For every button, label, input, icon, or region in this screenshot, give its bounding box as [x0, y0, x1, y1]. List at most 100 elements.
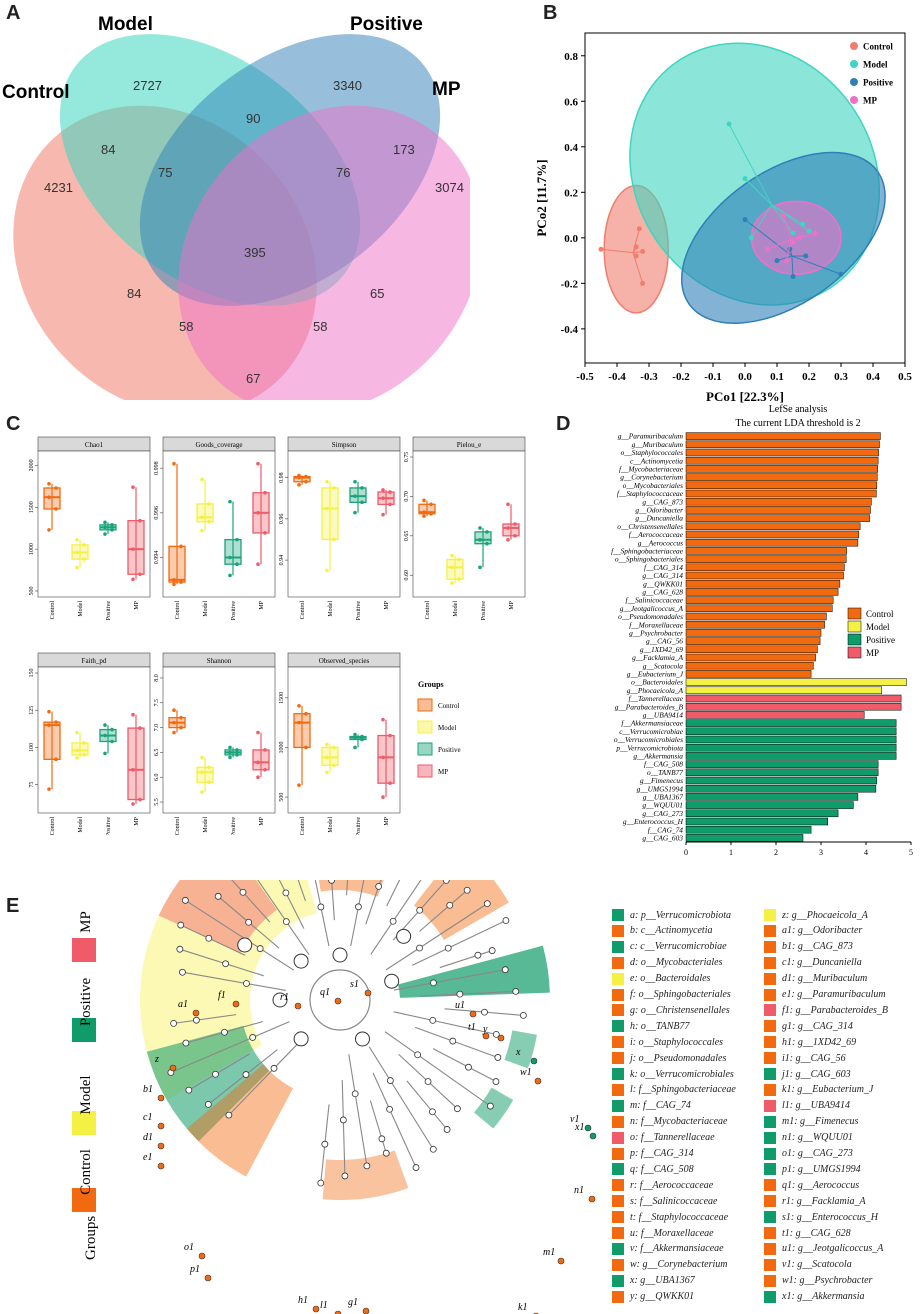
key-text: p: f__CAG_314 [630, 1148, 694, 1159]
y-tick-label: 0.2 [564, 187, 578, 199]
y-tick-label: 0.75 [404, 452, 410, 463]
lefse-bar [685, 760, 879, 768]
lefse-bar [685, 653, 816, 662]
box-point [381, 755, 385, 760]
tree-leaf [412, 1164, 420, 1171]
lefse-taxon-label: f__Tannerellaceae [629, 694, 684, 703]
lefse-bar [685, 629, 822, 637]
lefse-taxon-label: f__Sphingobacteriaceae [611, 547, 684, 556]
key-swatch [764, 1179, 776, 1192]
clade-label: d1 [143, 1132, 153, 1143]
box-point [172, 720, 176, 725]
venn-ellipses [13, 34, 470, 400]
lefse-bar [685, 793, 859, 801]
tree-node [243, 980, 250, 987]
box-point [47, 482, 51, 486]
facet-frame [37, 450, 151, 598]
y-tick-label: 6.5 [154, 749, 160, 757]
pcoa-point [780, 212, 786, 218]
key-swatch [612, 1227, 624, 1239]
lefse-bar [685, 538, 859, 547]
key-text: y: g__QWKK01 [630, 1291, 695, 1303]
key-swatch [764, 940, 776, 953]
tree-node [239, 888, 247, 896]
venn-count: 65 [370, 286, 384, 301]
lefse-bar [685, 547, 847, 555]
x-tick-label: -0.2 [672, 371, 690, 383]
key-row: m1: g__Fimenecus [764, 1115, 858, 1129]
lefse-taxon-label: g__Eubacterium_J [627, 670, 684, 679]
tree-leaf [317, 1179, 325, 1187]
key-swatch [764, 1083, 776, 1096]
clade-label: h1 [298, 1295, 308, 1306]
lefse-taxon-label: g__Phocaeicola_A [627, 686, 684, 695]
box-point [103, 532, 107, 536]
lefse-taxon-label: g__Parabacteroides_B [615, 702, 684, 711]
key-swatch [612, 1115, 624, 1128]
box-point [138, 518, 142, 523]
x-tick-label: 0.4 [866, 371, 880, 383]
box-point [429, 502, 433, 507]
y-axis-label: PCo2 [11.7%] [534, 159, 549, 236]
pcoa-plot: -0.5 -0.4 -0.3 -0.2 -0.1 0.0 0.1 0.2 0.3 0.4 0.5 -0… [534, 32, 912, 404]
key-text: z: g__Phocaeicola_A [782, 909, 868, 921]
x-tick-label: 0.2 [802, 371, 816, 383]
clade-marker [157, 1142, 165, 1150]
box-point [256, 775, 260, 780]
x-tick-label: MP [134, 600, 140, 609]
box-point [422, 510, 426, 514]
key-text: f1: g__Parabacteroides_B [782, 1004, 889, 1016]
lefse-bar [685, 825, 812, 834]
key-swatch [612, 909, 624, 921]
clade-label: e1 [143, 1152, 152, 1163]
box-point [82, 753, 86, 757]
panel-label-c: C [6, 413, 21, 435]
lefse-bar [685, 579, 841, 588]
x-tick-label: 3 [819, 848, 823, 857]
box-point [131, 767, 135, 772]
venn-count: 90 [246, 111, 260, 126]
key-text: n: f__Mycobacteriaceae [630, 1116, 728, 1128]
box [71, 742, 89, 756]
lefse-taxon-label: o__Sphingobacteriales [615, 555, 683, 564]
tree-leaf [488, 947, 496, 954]
x-tick-label: Model [78, 817, 84, 833]
box-point [179, 544, 183, 549]
tree-leaf [512, 988, 520, 995]
venn-count: 58 [313, 319, 327, 334]
box-point [360, 486, 364, 490]
key-text: o1: g__CAG_273 [782, 1148, 853, 1159]
key-row: i: o__Staphylococcales [612, 1035, 723, 1049]
box-point [304, 479, 308, 484]
tree-branch [346, 880, 349, 896]
lefse-taxon-label: g__Aerococcus [638, 538, 683, 547]
box-point [207, 502, 211, 506]
venn-count: 84 [101, 142, 115, 157]
tree-node [242, 1071, 250, 1078]
box-point [131, 802, 135, 806]
lefse-taxon-label: o__Verrucomicrobiales [614, 735, 683, 744]
tree-leaf [443, 1126, 451, 1133]
tree-node [205, 934, 213, 942]
clade-marker [157, 1162, 165, 1170]
clade-highlight [186, 1064, 294, 1177]
y-tick-label: 0.998 [154, 461, 160, 475]
tree-branch [419, 889, 468, 932]
facet-frame [287, 666, 401, 814]
clade-highlight [318, 880, 384, 897]
pcoa-spoke [790, 232, 816, 241]
lefse-bar [685, 563, 845, 572]
x-tick-label: Control [300, 601, 306, 620]
clade-label: k1 [518, 1302, 527, 1313]
box-point [75, 748, 79, 753]
tree-branch [182, 971, 286, 991]
legend-swatch [850, 78, 858, 86]
venn-label-mp: MP [432, 79, 461, 100]
tree-node [449, 1037, 457, 1045]
lefse-bar [685, 719, 897, 727]
box [252, 749, 270, 771]
clade-marker [294, 1002, 302, 1010]
key-row: k: o__Verrucomicrobiales [612, 1067, 734, 1081]
box-point [353, 732, 357, 737]
key-text: n1: g__WQUU01 [782, 1132, 853, 1144]
